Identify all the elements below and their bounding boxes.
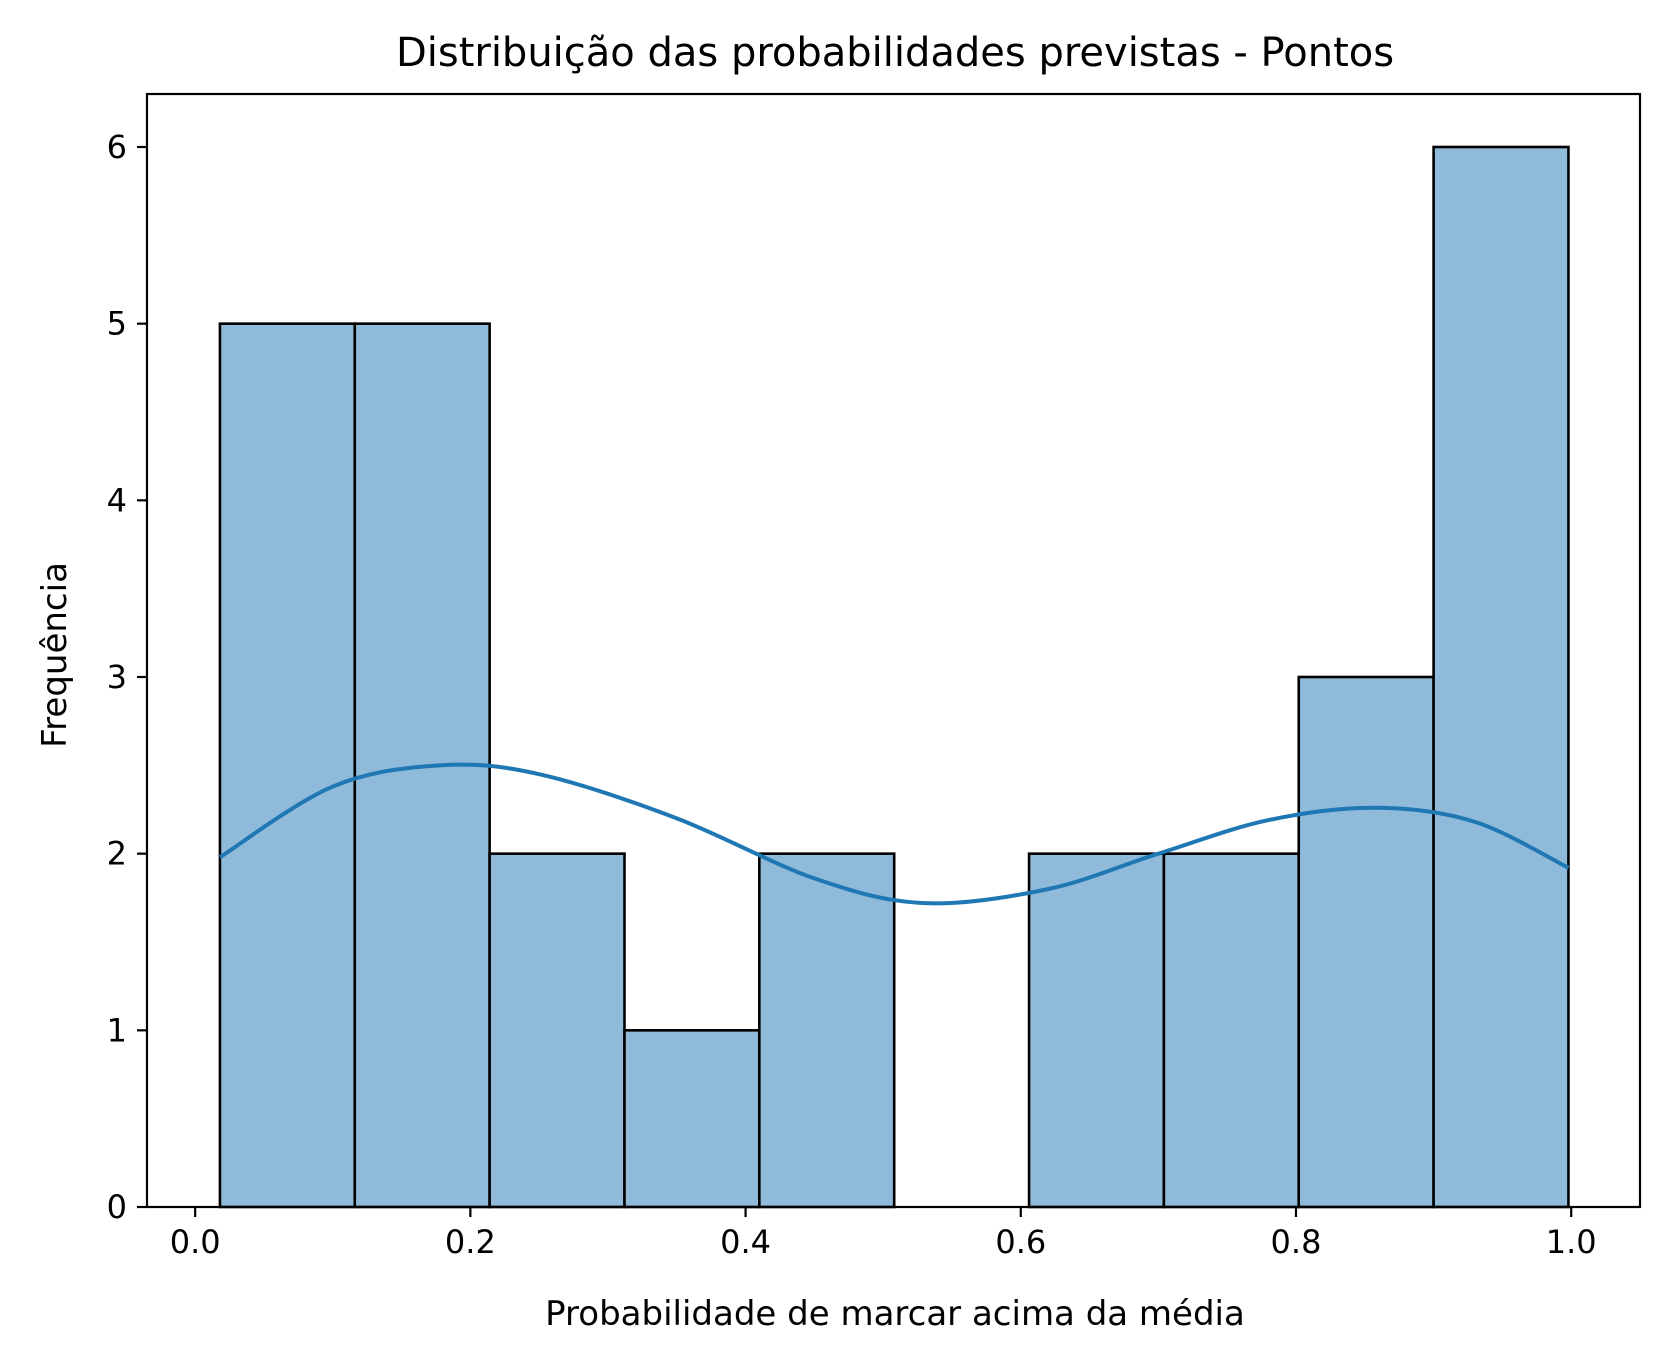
x-tick-label: 1.0 bbox=[1546, 1223, 1597, 1261]
y-tick-label: 1 bbox=[107, 1011, 127, 1049]
kde-layer bbox=[218, 762, 1570, 906]
histogram-bar bbox=[218, 322, 357, 1209]
x-tick-label: 0.0 bbox=[170, 1223, 221, 1261]
x-axis-label: Probabilidade de marcar acima da média bbox=[545, 1294, 1245, 1334]
y-tick-label: 0 bbox=[107, 1188, 127, 1226]
bars-layer bbox=[218, 145, 1570, 1209]
x-tick-label: 0.6 bbox=[995, 1223, 1046, 1261]
y-axis-label: Frequência bbox=[35, 562, 75, 748]
plot-frame bbox=[145, 92, 1642, 1209]
histogram-bar bbox=[1027, 852, 1166, 1209]
histogram-bar bbox=[758, 852, 896, 1209]
chart-title: Distribuição das probabilidades prevista… bbox=[396, 30, 1394, 76]
axes-layer bbox=[145, 92, 1642, 1209]
y-tick-label: 4 bbox=[107, 481, 127, 519]
x-tick-label: 0.4 bbox=[720, 1223, 771, 1261]
histogram-bar bbox=[623, 1029, 761, 1209]
y-tick-label: 5 bbox=[107, 305, 127, 343]
x-tick-label: 0.2 bbox=[445, 1223, 496, 1261]
histogram-bar bbox=[488, 852, 626, 1209]
y-tick-label: 6 bbox=[107, 128, 127, 166]
y-tick-label: 2 bbox=[107, 835, 127, 873]
y-tick-label: 3 bbox=[107, 658, 127, 696]
ticks-layer: 0.0 0.2 0.4 0.6 0.8 1.0 0 1 2 3 4 5 6 bbox=[107, 128, 1597, 1261]
histogram-bar bbox=[1162, 852, 1301, 1209]
kde-line bbox=[218, 762, 1570, 906]
histogram-bar bbox=[1432, 145, 1570, 1209]
histogram-bar bbox=[1297, 675, 1435, 1209]
x-tick-label: 0.8 bbox=[1271, 1223, 1322, 1261]
